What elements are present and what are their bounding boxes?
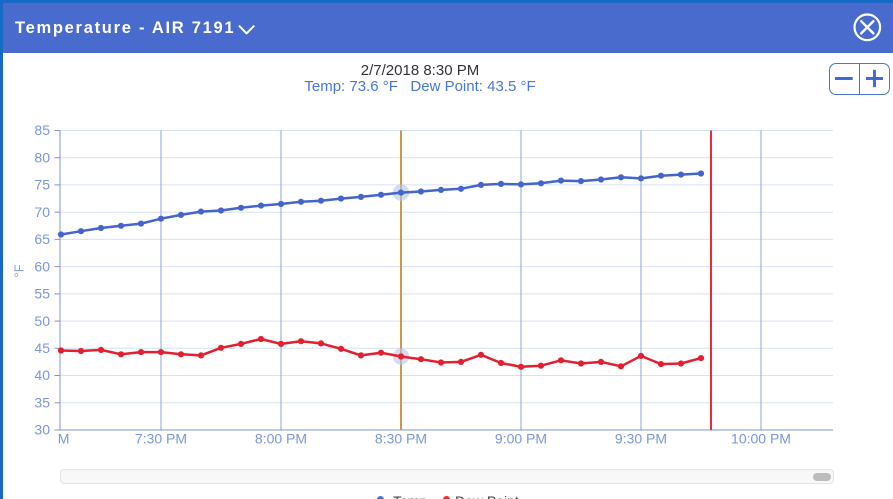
svg-text:65: 65 xyxy=(34,231,50,247)
svg-text:70: 70 xyxy=(34,204,50,220)
svg-text:8:00 PM: 8:00 PM xyxy=(255,431,307,447)
svg-text:55: 55 xyxy=(34,286,50,302)
svg-text:45: 45 xyxy=(34,340,50,356)
svg-text:50: 50 xyxy=(34,313,50,329)
svg-text:7:30 PM: 7:30 PM xyxy=(135,431,187,447)
svg-text:60: 60 xyxy=(34,258,50,274)
svg-text:9:30 PM: 9:30 PM xyxy=(615,431,667,447)
svg-text:M: M xyxy=(58,431,70,447)
svg-text:30: 30 xyxy=(34,422,50,438)
svg-text:80: 80 xyxy=(34,149,50,165)
svg-text:35: 35 xyxy=(34,394,50,410)
svg-text:10:00 PM: 10:00 PM xyxy=(731,431,791,447)
svg-text:75: 75 xyxy=(34,177,50,193)
svg-text:8:30 PM: 8:30 PM xyxy=(375,431,427,447)
svg-text:40: 40 xyxy=(34,367,50,383)
svg-text:9:00 PM: 9:00 PM xyxy=(495,431,547,447)
svg-text:85: 85 xyxy=(34,122,50,138)
